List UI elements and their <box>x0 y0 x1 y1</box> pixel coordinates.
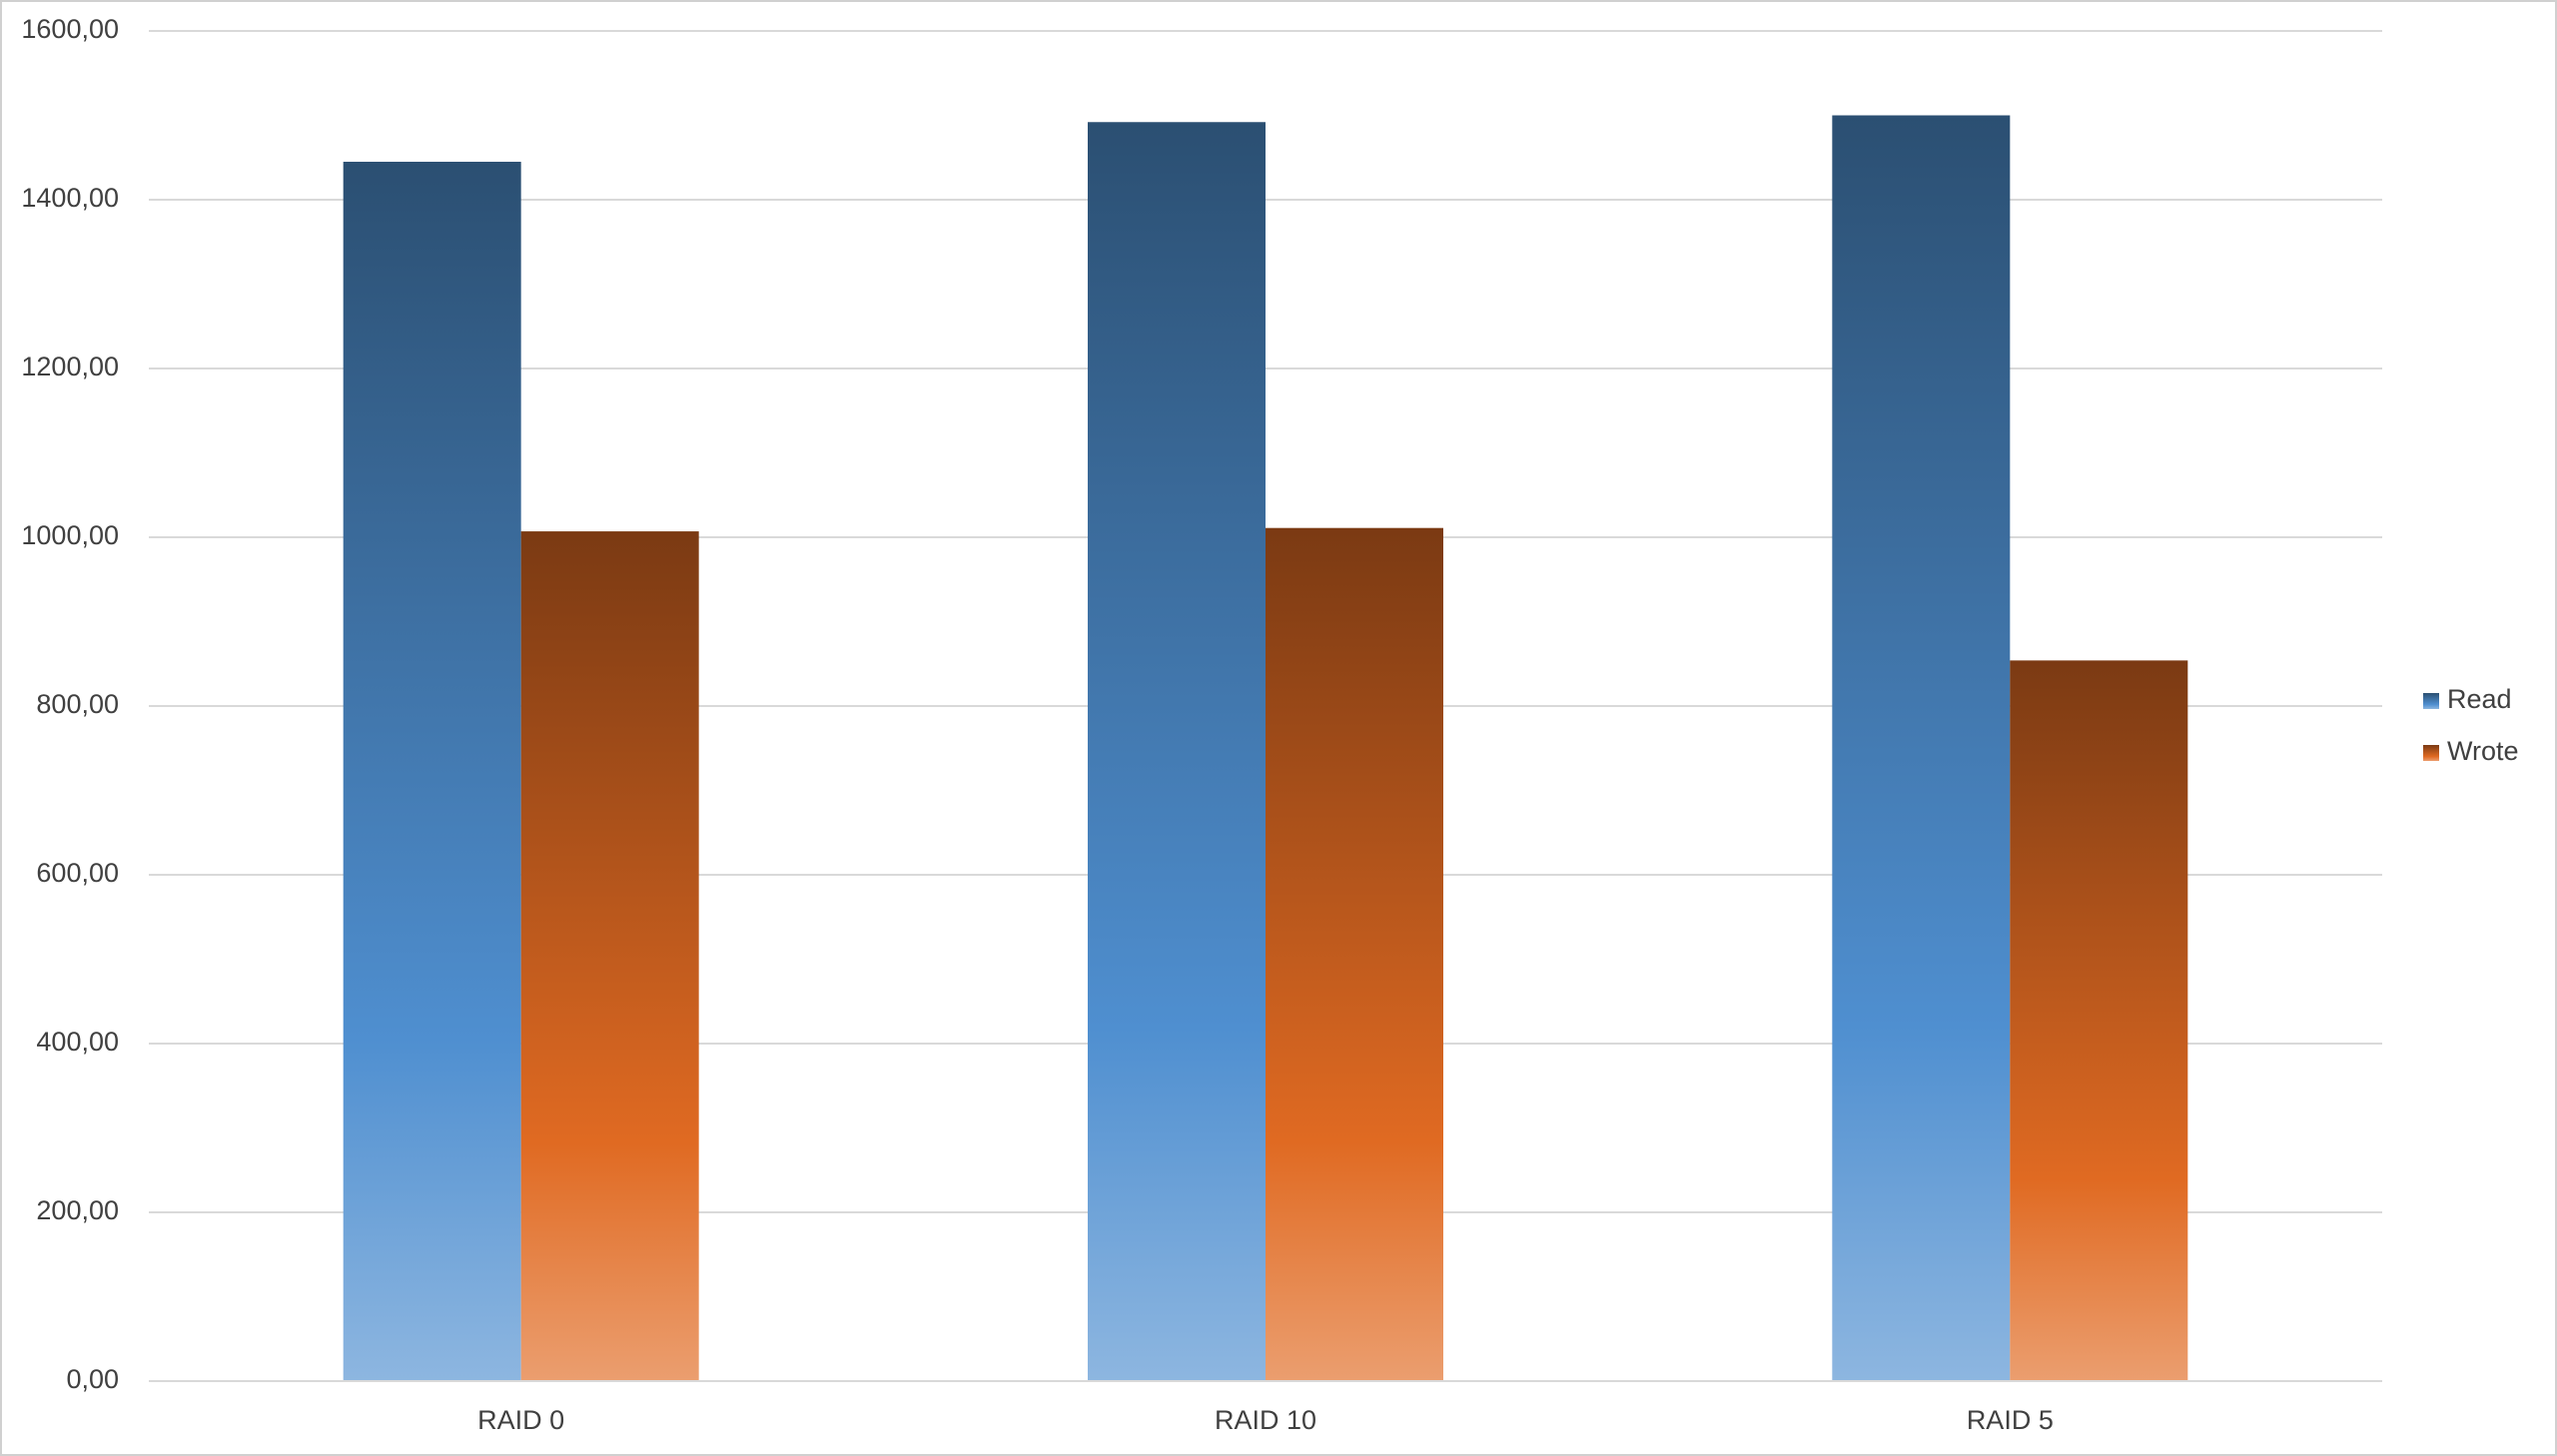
x-tick-label: RAID 0 <box>477 1405 564 1435</box>
legend-swatch <box>2423 693 2439 709</box>
x-tick-label: RAID 5 <box>1967 1405 2054 1435</box>
y-tick-label: 800,00 <box>36 689 119 719</box>
bar <box>1832 115 2011 1381</box>
bar <box>1088 122 1266 1381</box>
y-tick-label: 1600,00 <box>21 14 119 44</box>
y-tick-label: 0,00 <box>66 1364 119 1394</box>
y-tick-label: 200,00 <box>36 1195 119 1225</box>
bar <box>520 531 699 1381</box>
legend-label: Read <box>2447 684 2512 714</box>
legend-swatch <box>2423 745 2439 761</box>
legend-label: Wrote <box>2447 736 2519 766</box>
bar <box>2010 660 2188 1381</box>
y-tick-label: 1000,00 <box>21 520 119 550</box>
y-tick-label: 1200,00 <box>21 352 119 381</box>
y-tick-label: 600,00 <box>36 858 119 888</box>
bar <box>1266 527 1443 1381</box>
y-tick-label: 1400,00 <box>21 183 119 213</box>
bar <box>343 161 521 1382</box>
x-tick-label: RAID 10 <box>1215 1405 1316 1435</box>
y-tick-label: 400,00 <box>36 1027 119 1057</box>
